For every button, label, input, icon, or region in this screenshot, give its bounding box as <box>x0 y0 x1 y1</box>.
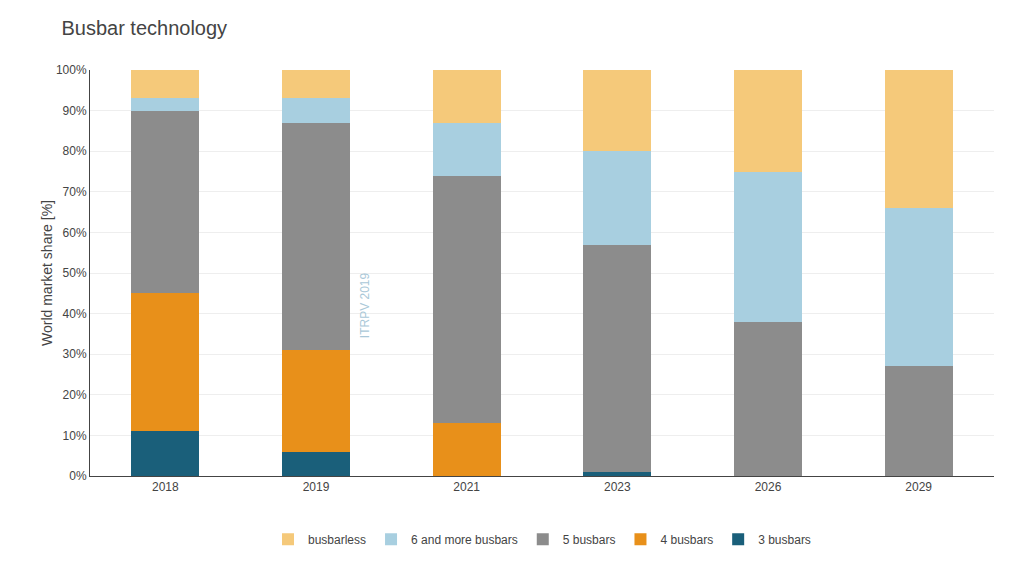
svg-text:80%: 80% <box>63 144 87 158</box>
svg-text:50%: 50% <box>63 266 87 280</box>
svg-text:6 and more busbars: 6 and more busbars <box>411 533 518 547</box>
svg-text:3 busbars: 3 busbars <box>758 533 811 547</box>
svg-text:2023: 2023 <box>604 480 631 494</box>
svg-text:30%: 30% <box>63 347 87 361</box>
svg-text:World market share [%]: World market share [%] <box>39 200 55 346</box>
svg-text:0%: 0% <box>69 469 87 483</box>
svg-text:20%: 20% <box>63 388 87 402</box>
svg-text:2018: 2018 <box>152 480 179 494</box>
svg-text:70%: 70% <box>63 185 87 199</box>
svg-text:10%: 10% <box>63 429 87 443</box>
svg-text:2021: 2021 <box>453 480 480 494</box>
svg-text:Busbar technology: Busbar technology <box>61 17 227 39</box>
svg-text:2029: 2029 <box>905 480 932 494</box>
svg-text:5 busbars: 5 busbars <box>563 533 616 547</box>
svg-text:ITRPV 2019: ITRPV 2019 <box>358 272 372 338</box>
svg-text:4 busbars: 4 busbars <box>660 533 713 547</box>
svg-text:busbarless: busbarless <box>308 533 366 547</box>
svg-text:60%: 60% <box>63 226 87 240</box>
svg-text:2019: 2019 <box>303 480 330 494</box>
svg-text:40%: 40% <box>63 307 87 321</box>
svg-text:100%: 100% <box>56 63 87 77</box>
svg-text:90%: 90% <box>63 104 87 118</box>
svg-text:2026: 2026 <box>755 480 782 494</box>
